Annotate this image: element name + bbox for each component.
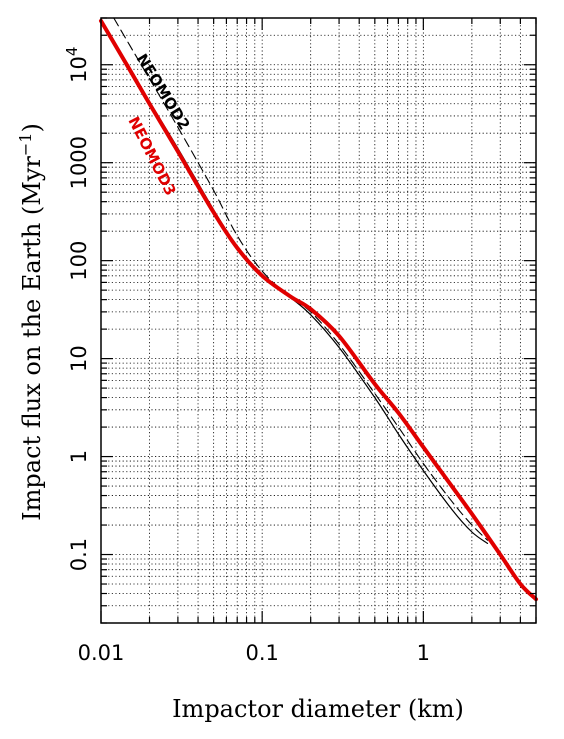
y-tick-label-text: 10	[67, 56, 91, 83]
y-tick-label: 100	[67, 241, 91, 281]
y-axis-title: Impact flux on the Earth (Myr−1)	[16, 123, 46, 521]
y-axis-title-exponent: −1	[16, 133, 35, 157]
y-tick-label-text: 100	[67, 241, 91, 281]
y-tick-label: 104	[63, 47, 91, 83]
y-tick-label: 0.1	[67, 538, 91, 571]
series-lines	[99, 17, 538, 602]
y-tick-label-text: 0.1	[67, 538, 91, 571]
series-line-neomod3	[99, 18, 538, 602]
y-tick-label: 1000	[67, 136, 91, 189]
x-tick-label: 0.1	[245, 641, 278, 665]
series-label-neomod3: NEOMOD3	[124, 114, 179, 199]
y-tick-label: 1	[67, 450, 91, 463]
y-tick-label: 10	[67, 345, 91, 372]
y-tick-label-text: 1000	[67, 136, 91, 189]
y-tick-label-text: 10	[67, 345, 91, 372]
y-axis-title-main: Impact flux on the Earth (Myr	[18, 156, 46, 521]
x-tick-label: 0.01	[78, 641, 125, 665]
y-axis-title-close: )	[18, 123, 46, 132]
axis-ticks	[100, 17, 537, 624]
x-axis-title: Impactor diameter (km)	[172, 695, 464, 723]
plot-frame	[100, 17, 537, 624]
y-tick-label-text: 1	[67, 450, 91, 463]
y-tick-label-exponent: 4	[63, 47, 81, 57]
x-tick-label: 1	[417, 641, 430, 665]
